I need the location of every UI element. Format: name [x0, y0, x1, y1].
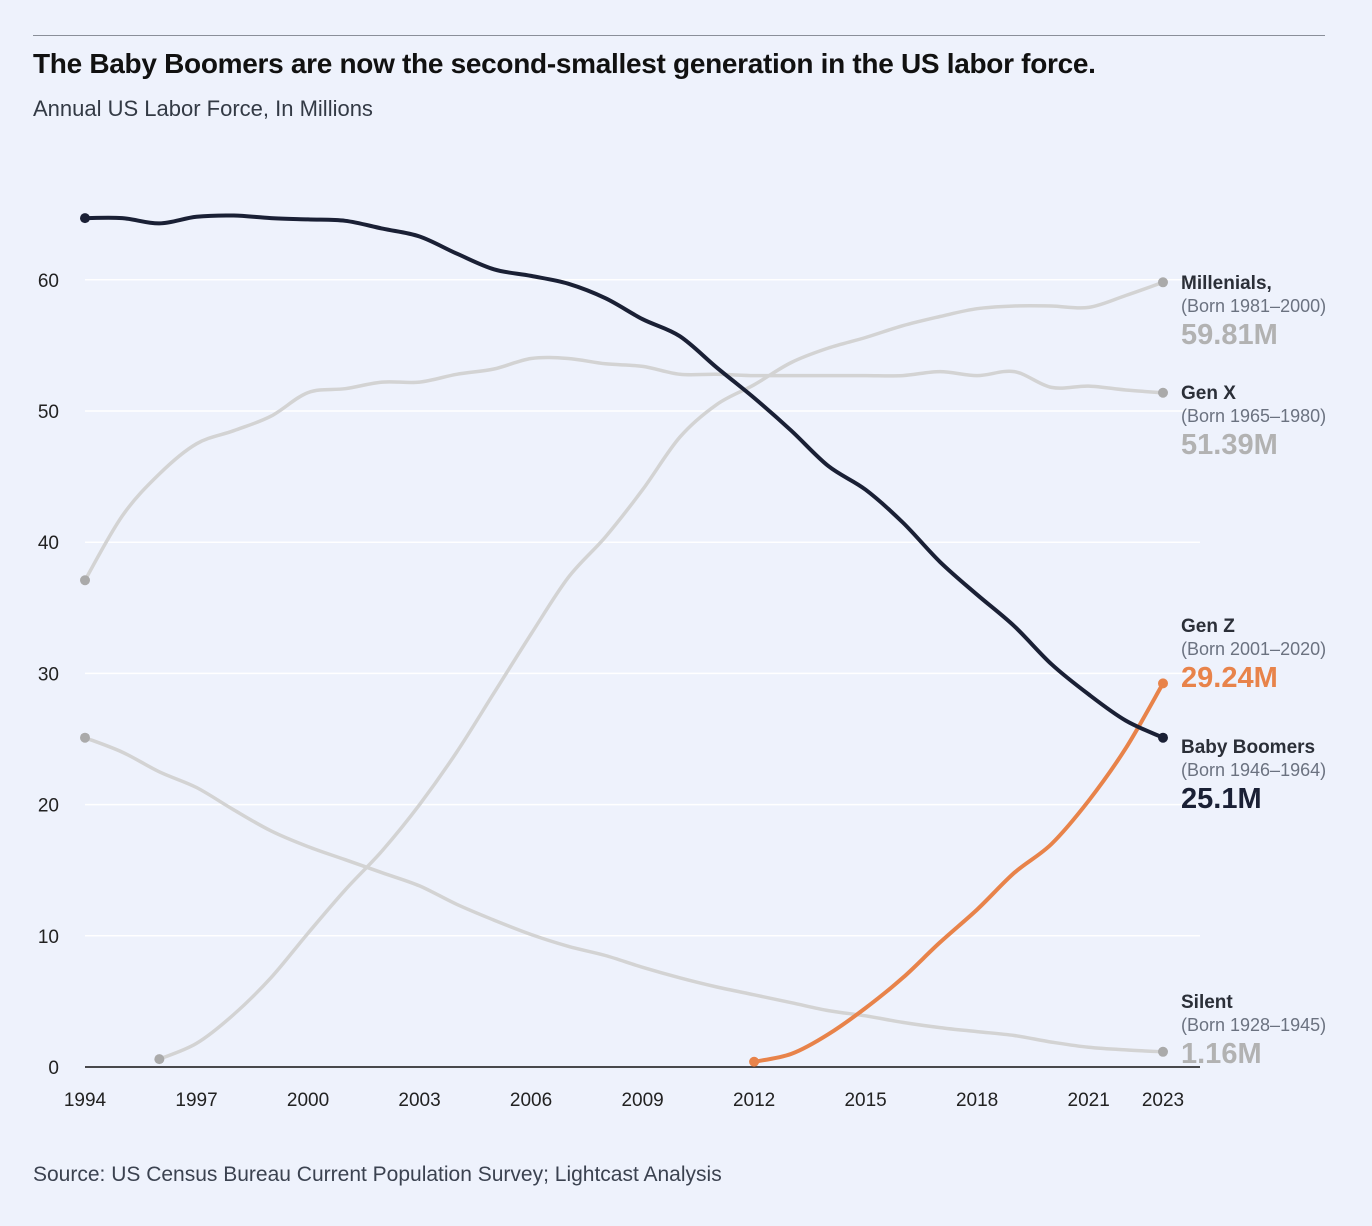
x-tick-label: 2009	[621, 1090, 663, 1111]
x-tick-label: 2012	[733, 1090, 775, 1111]
series-name: Millenials,	[1181, 273, 1272, 294]
series-name: Gen X	[1181, 383, 1236, 404]
x-tick-label: 1997	[175, 1090, 217, 1111]
y-tick-label: 0	[48, 1058, 59, 1079]
series-lines	[80, 213, 1168, 1067]
y-tick-label: 20	[38, 796, 59, 817]
series-label-baby-boomers: Baby Boomers(Born 1946–1964) 25.1M	[1181, 737, 1326, 815]
x-tick-label: 2023	[1142, 1090, 1184, 1111]
series-start-point-silent	[80, 732, 90, 743]
series-end-value: 51.39M	[1181, 429, 1278, 461]
series-name: Silent	[1181, 992, 1233, 1013]
x-tick-label: 1994	[64, 1090, 107, 1111]
x-tick-label: 2006	[510, 1090, 552, 1111]
series-end-point-silent	[1158, 1046, 1168, 1057]
series-line-silent	[83, 735, 1165, 1054]
series-label-gen-x: Gen X(Born 1965–1980) 51.39M	[1181, 383, 1326, 461]
grid-lines	[85, 279, 1200, 937]
series-line-millenials	[157, 280, 1165, 1061]
x-axis-ticks: 1994 1997 2000 2003 2006 2009 2012 2015 2018 2021…	[64, 1090, 1184, 1111]
series-end-point-millenials	[1158, 277, 1168, 288]
y-tick-label: 40	[38, 533, 59, 554]
series-line-gen-z	[752, 681, 1165, 1064]
series-born-range: (Born 2001–2020)	[1181, 639, 1326, 659]
y-axis-ticks: 0 10 20 30 40 50 60	[38, 271, 59, 1079]
series-start-point-gen-z	[749, 1056, 760, 1067]
series-name: Baby Boomers	[1181, 737, 1315, 758]
series-line-gen-x	[83, 355, 1165, 582]
series-end-value: 1.16M	[1181, 1038, 1262, 1070]
x-tick-label: 2000	[287, 1090, 329, 1111]
chart-subtitle: Annual US Labor Force, In Millions	[33, 96, 373, 121]
y-tick-label: 50	[38, 402, 59, 423]
x-tick-label: 2003	[398, 1090, 440, 1111]
series-end-value: 29.24M	[1181, 662, 1278, 694]
x-tick-label: 2015	[844, 1090, 886, 1111]
series-label-gen-z: Gen Z(Born 2001–2020) 29.24M	[1181, 616, 1326, 694]
source-note: Source: US Census Bureau Current Populat…	[33, 1163, 722, 1186]
top-rule	[33, 35, 1325, 36]
series-start-point-gen-x	[80, 575, 90, 586]
series-label-millenials: Millenials,(Born 1981–2000) 59.81M	[1181, 273, 1326, 351]
series-end-value: 59.81M	[1181, 319, 1278, 351]
series-label-silent: Silent(Born 1928–1945) 1.16M	[1181, 992, 1326, 1070]
y-tick-label: 30	[38, 664, 59, 685]
y-tick-label: 10	[38, 927, 59, 948]
series-born-range: (Born 1965–1980)	[1181, 406, 1326, 426]
series-born-range: (Born 1946–1964)	[1181, 760, 1326, 780]
series-start-point-baby-boomers	[80, 213, 90, 224]
x-tick-label: 2018	[956, 1090, 998, 1111]
x-tick-label: 2021	[1068, 1090, 1110, 1111]
series-name: Gen Z	[1181, 616, 1235, 637]
series-born-range: (Born 1928–1945)	[1181, 1015, 1326, 1035]
series-end-value: 25.1M	[1181, 783, 1262, 815]
chart-title: The Baby Boomers are now the second-smal…	[33, 48, 1096, 79]
y-tick-label: 60	[38, 271, 59, 292]
series-end-point-gen-x	[1158, 387, 1168, 398]
series-end-point-gen-z	[1158, 678, 1168, 689]
series-born-range: (Born 1981–2000)	[1181, 296, 1326, 316]
series-end-point-baby-boomers	[1158, 732, 1168, 743]
series-start-point-millenials	[154, 1054, 165, 1065]
series-line-baby-boomers	[83, 213, 1165, 740]
